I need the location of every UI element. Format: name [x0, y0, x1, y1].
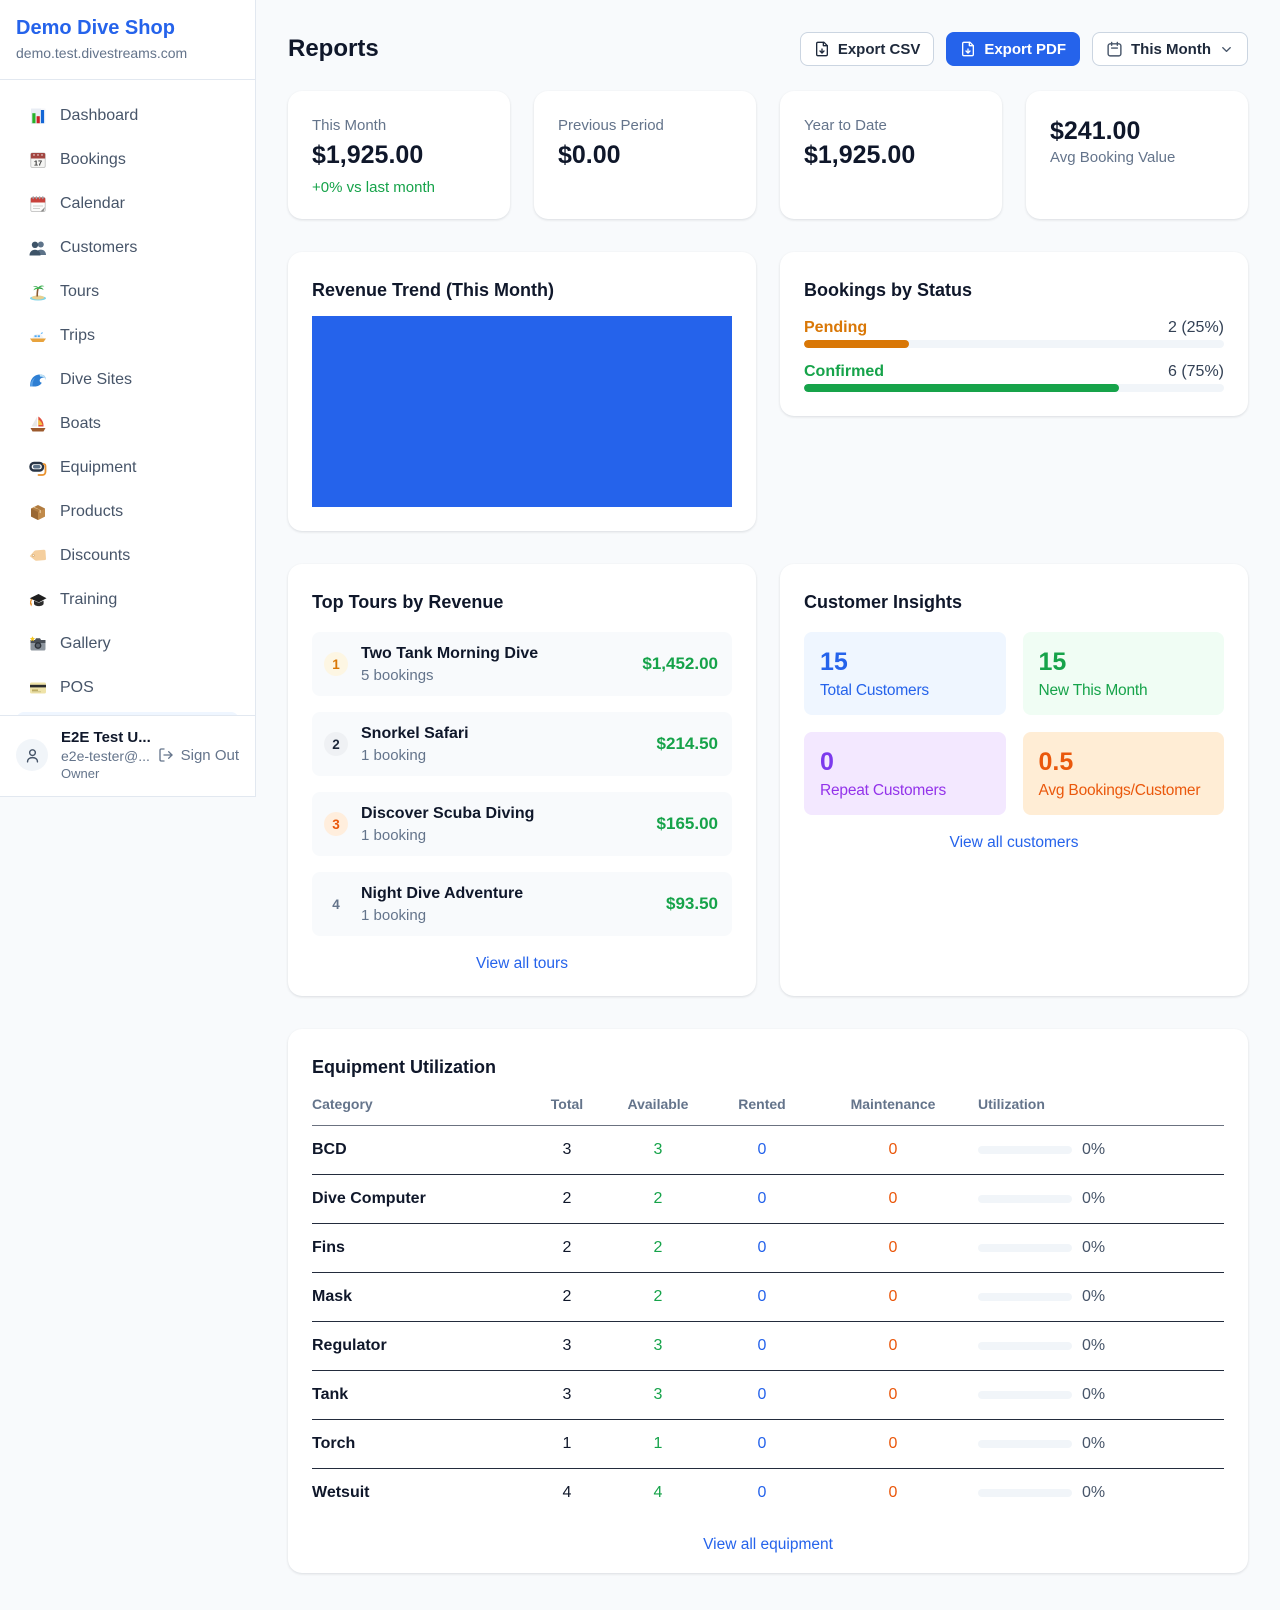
- svg-text:17: 17: [34, 159, 42, 168]
